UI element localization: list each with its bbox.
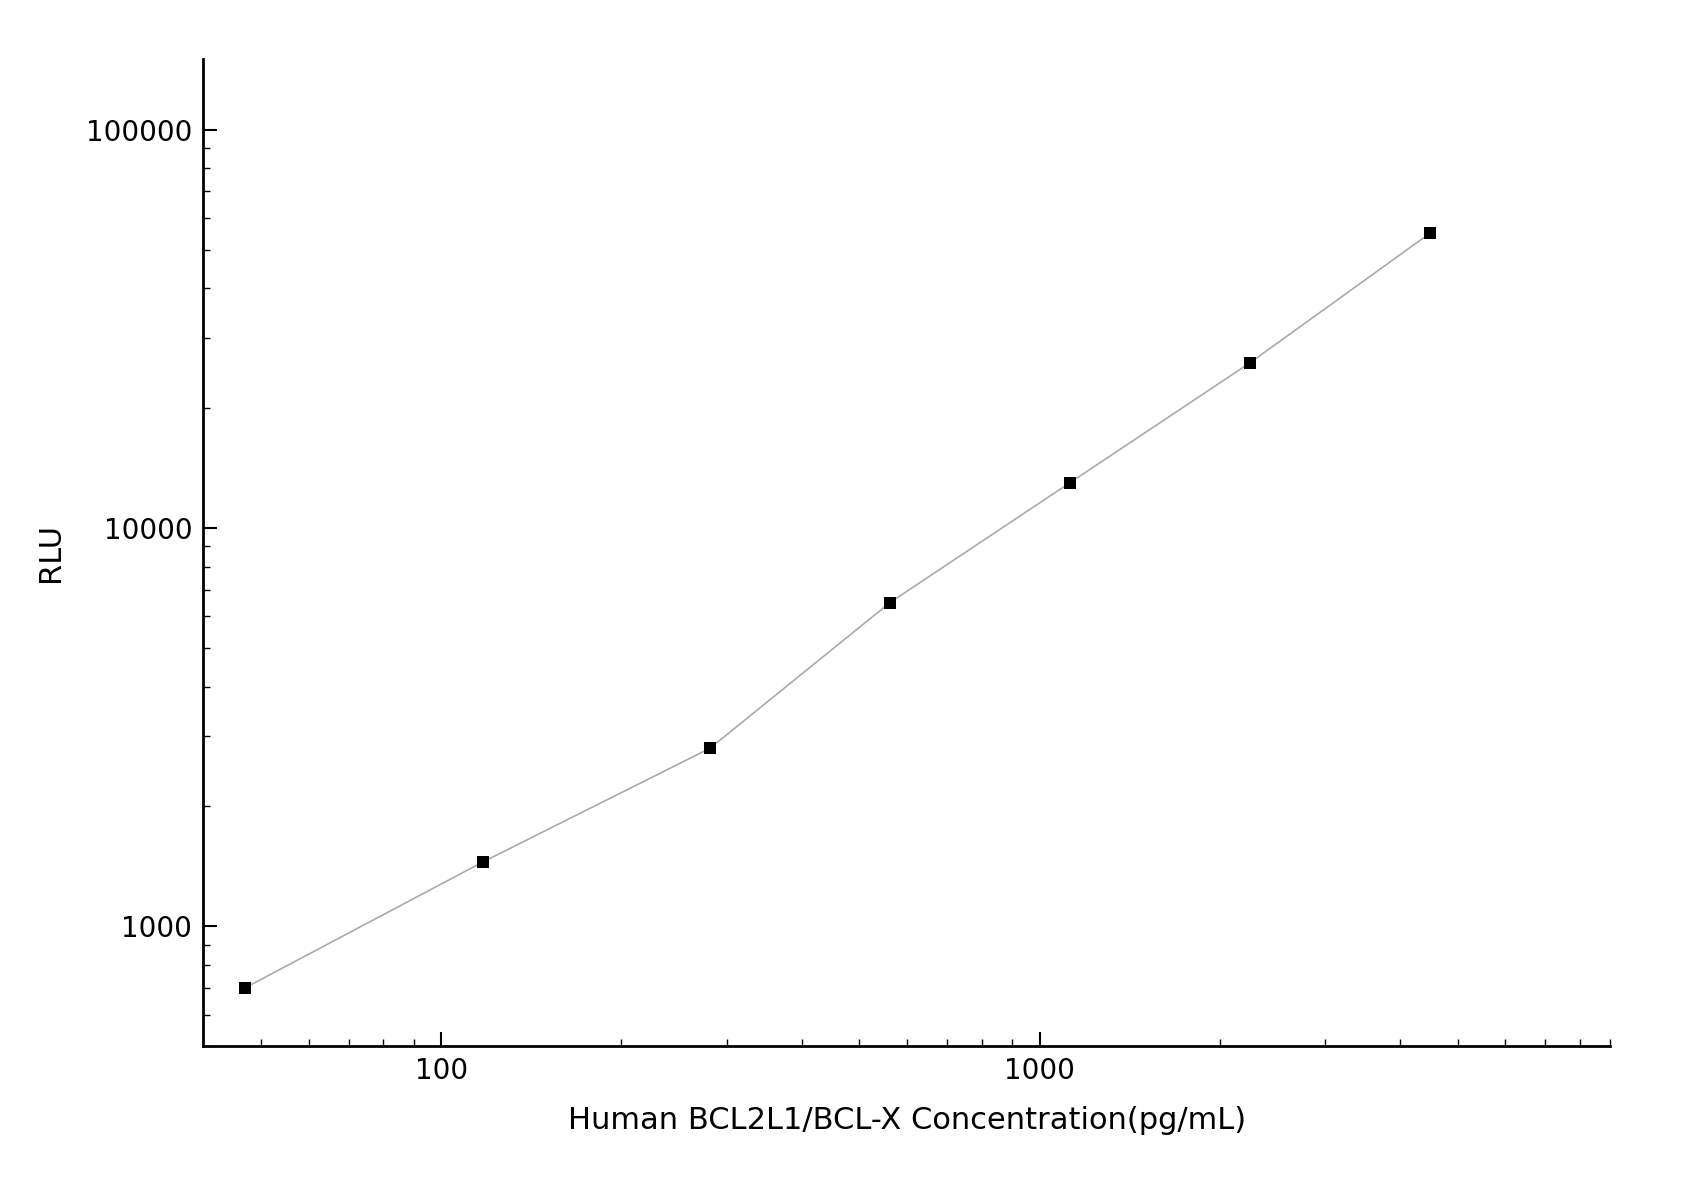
Point <box>697 738 724 757</box>
Point <box>876 593 903 612</box>
Point <box>1417 224 1444 243</box>
Y-axis label: RLU: RLU <box>36 523 64 583</box>
Point <box>1237 353 1264 372</box>
Point <box>231 979 258 998</box>
X-axis label: Human BCL2L1/BCL-X Concentration(pg/mL): Human BCL2L1/BCL-X Concentration(pg/mL) <box>568 1106 1246 1135</box>
Point <box>470 853 497 872</box>
Point <box>1056 473 1083 492</box>
